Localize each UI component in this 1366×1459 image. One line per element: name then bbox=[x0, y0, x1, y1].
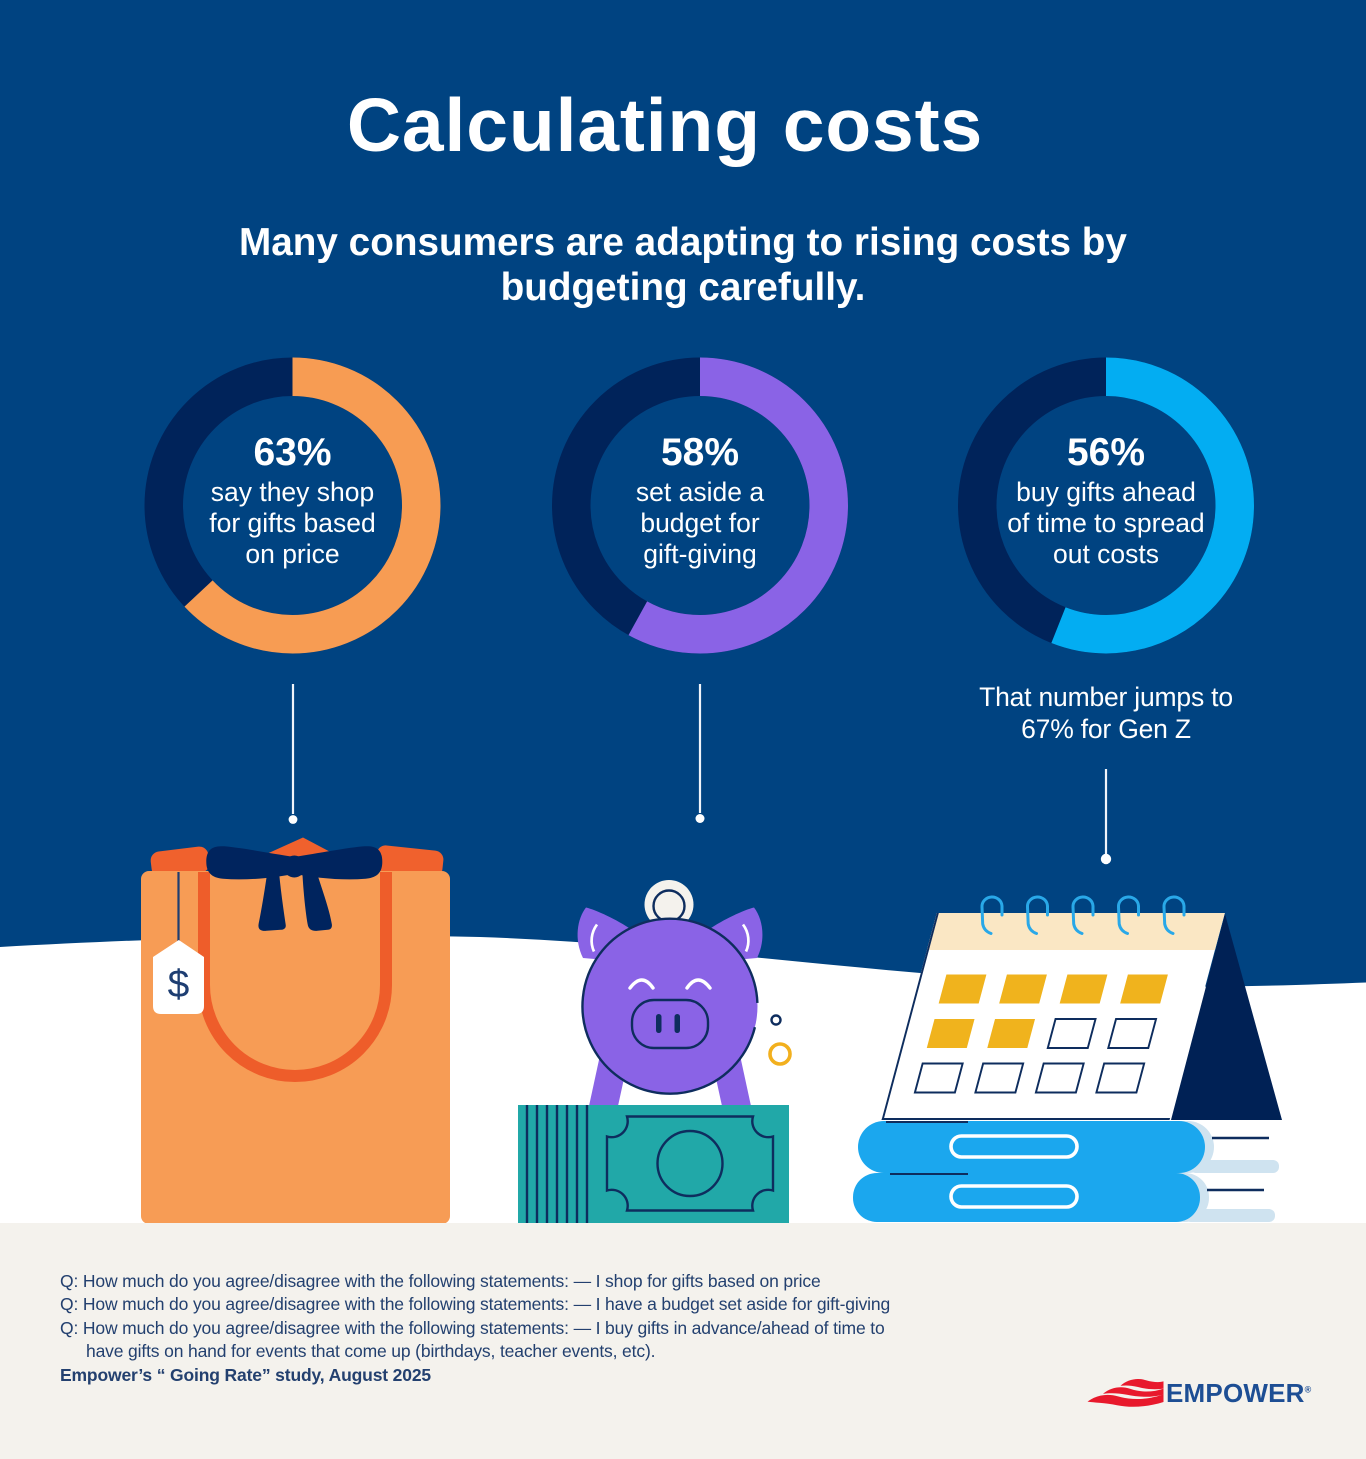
svg-text:$: $ bbox=[168, 963, 190, 1006]
